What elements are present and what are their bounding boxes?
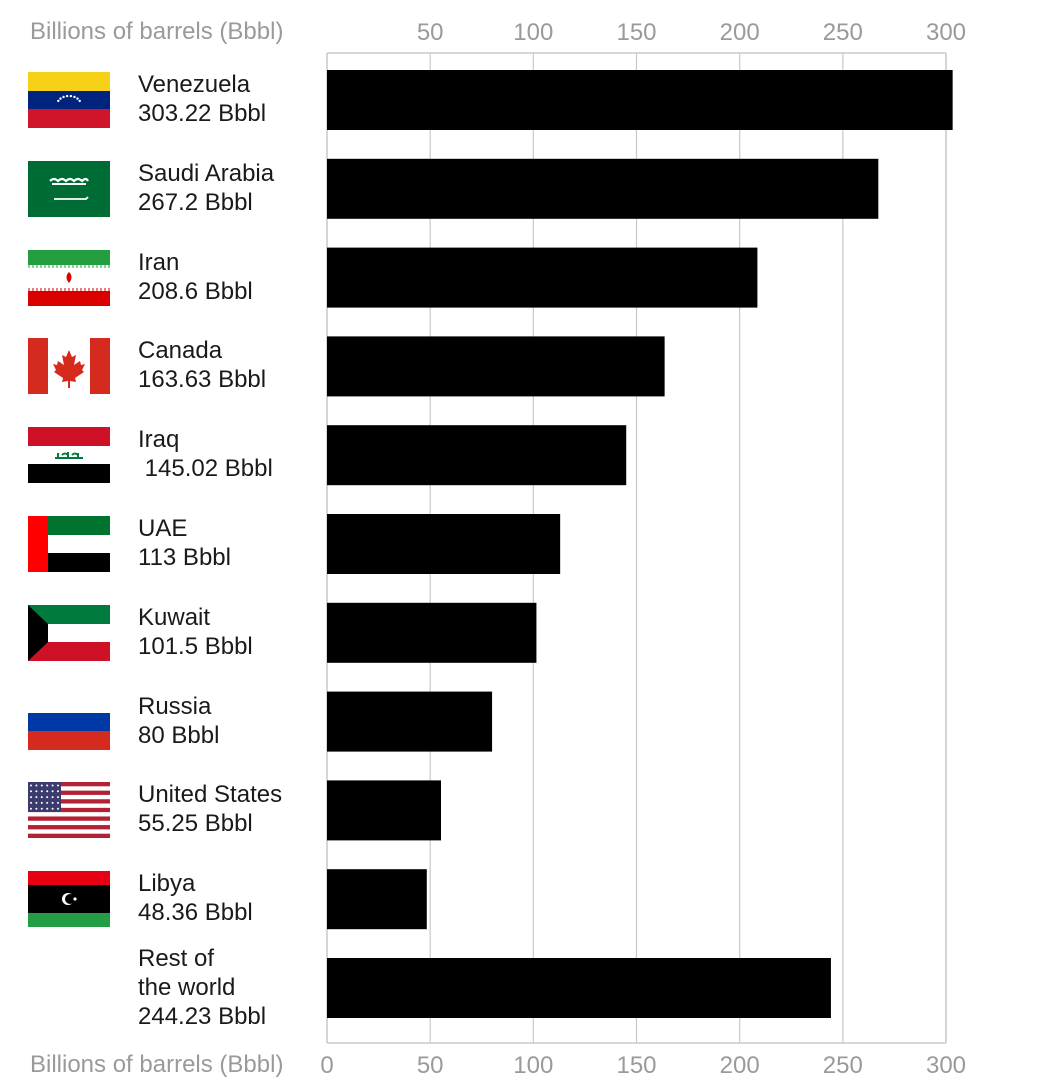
row-label: Canada 163.63 Bbbl [138,336,324,394]
value-label: 145.02 Bbbl [138,455,273,483]
bar [327,958,831,1018]
bar [327,780,441,841]
venezuela-flag-icon [28,72,110,128]
tick-label-top: 300 [926,19,966,46]
value-label: 48.36 Bbbl [138,899,253,927]
iran-flag-icon [28,249,110,306]
tick-label-bottom: 300 [926,1052,966,1079]
libya-flag-icon [28,871,110,928]
value-label: 163.63 Bbbl [138,366,267,394]
value-label: 101.5 Bbbl [138,632,253,660]
row-label: Iraq 145.02 Bbbl [138,425,324,483]
axis-title-top: Billions of barrels (Bbbl) [30,18,284,45]
tick-label-top: 200 [720,19,760,46]
tick-label-bottom: 200 [720,1052,760,1079]
value-label: 208.6 Bbbl [138,277,253,305]
row-label: UAE 113 Bbbl [138,514,324,572]
category-name: Kuwait [138,603,211,631]
iraq-flag-icon [28,427,110,484]
tick-label-top: 50 [417,19,444,46]
tick-label-top: 250 [823,19,863,46]
bar [327,336,665,397]
value-label: 55.25 Bbbl [138,810,253,838]
bar [327,70,953,130]
value-label: 113 Bbbl [138,544,231,571]
united-states-flag-icon [28,782,110,839]
category-name: the world [138,973,236,1001]
axis-title-bottom: Billions of barrels (Bbbl) [30,1051,284,1078]
value-label: 244.23 Bbbl [138,1002,267,1030]
russia-flag-icon [28,693,110,750]
value-label: 303.22 Bbbl [138,100,267,127]
tick-label-bottom: 100 [513,1052,553,1079]
bar [327,247,758,308]
row-label: United States 55.25 Bbbl [138,780,324,838]
uae-flag-icon [28,516,110,572]
category-name: Saudi Arabia [138,159,275,187]
tick-label-top: 150 [616,19,656,46]
row-label: Venezuela 303.22 Bbbl [138,70,324,128]
saudi-arabia-flag-icon [28,160,110,217]
bar [327,158,879,219]
tick-label-bottom: 50 [417,1052,444,1079]
bar [327,425,627,486]
bar [327,602,537,663]
row-label: Rest of the world 244.23 Bbbl [138,944,324,1031]
category-name: Canada [138,337,223,365]
value-label: 267.2 Bbbl [138,188,253,216]
category-name: Venezuela [138,71,251,98]
tick-label-bottom: 0 [320,1052,333,1079]
bar [327,869,427,930]
row-label: Libya 48.36 Bbbl [138,869,324,927]
category-name: Iraq [138,426,180,454]
kuwait-flag-icon [28,604,110,661]
category-name: UAE [138,515,188,542]
row-label: Russia 80 Bbbl [138,692,324,750]
row-label: Saudi Arabia 267.2 Bbbl [138,159,324,217]
value-label: 80 Bbbl [138,721,220,749]
tick-label-bottom: 250 [823,1052,863,1079]
canada-flag-icon [28,338,110,395]
tick-label-top: 100 [513,19,553,46]
category-name: Rest of [138,944,215,972]
category-name: United States [138,781,283,809]
bar [327,691,493,752]
category-name: Iran [138,248,180,276]
row-label: Kuwait 101.5 Bbbl [138,603,324,661]
bar [327,514,561,574]
tick-label-bottom: 150 [616,1052,656,1079]
category-name: Libya [138,870,196,898]
row-label: Iran 208.6 Bbbl [138,248,324,306]
category-name: Russia [138,692,212,720]
